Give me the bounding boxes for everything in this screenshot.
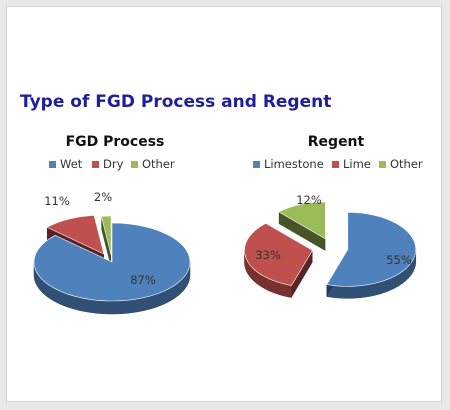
pie-regent-slice-lime: [244, 223, 313, 286]
legend-swatch-other: [131, 161, 138, 168]
legend-swatch-wet: [49, 161, 56, 168]
legend-label-other-regent: Other: [390, 157, 423, 171]
data-label-limestone: 55%: [386, 253, 412, 267]
legend-label-dry: Dry: [103, 157, 124, 171]
pie-regent-slice-other: [278, 201, 326, 240]
pie-fgd-process: [33, 214, 191, 315]
chart-fgd-process: FGD Process Wet Dry Other 87% 11% 2%: [33, 134, 191, 315]
legend-swatch-dry: [92, 161, 99, 168]
legend-label-limestone: Limestone: [264, 157, 324, 171]
legend-fgd-process: Wet Dry Other: [49, 157, 175, 171]
legend-label-lime: Lime: [343, 157, 371, 171]
pie-fgd-process-slice-wet: [33, 222, 191, 302]
pie-regent-cut-1-0: [291, 250, 313, 298]
pie-fgd-process-slice-dry: [46, 214, 105, 255]
chart-regent: Regent Limestone Lime Other 55% 33% 12%: [244, 134, 423, 299]
pie-fgd-process-cut-2-0: [101, 216, 112, 269]
legend-label-other: Other: [142, 157, 175, 171]
legend-label-wet: Wet: [60, 157, 83, 171]
chart-title-regent: Regent: [308, 134, 365, 150]
data-label-other: 2%: [94, 190, 112, 204]
data-label-wet: 87%: [130, 273, 156, 287]
data-label-lime: 33%: [255, 248, 281, 262]
chart-title-fgd-process: FGD Process: [66, 134, 165, 150]
data-label-other-regent: 12%: [296, 193, 322, 207]
legend-swatch-lime: [332, 161, 339, 168]
pie-regent-slice-limestone: [326, 212, 417, 287]
pie-regent-cut-2-0: [278, 211, 326, 251]
figure-title: Type of FGD Process and Regent: [20, 92, 332, 112]
figure-frame: [6, 6, 442, 402]
pie-fgd-process-slice-other: [100, 215, 112, 256]
legend-swatch-other: [379, 161, 386, 168]
pie-regent: [244, 201, 417, 299]
legend-swatch-limestone: [253, 161, 260, 168]
data-label-dry: 11%: [44, 194, 70, 208]
legend-regent: Limestone Lime Other: [253, 157, 423, 171]
